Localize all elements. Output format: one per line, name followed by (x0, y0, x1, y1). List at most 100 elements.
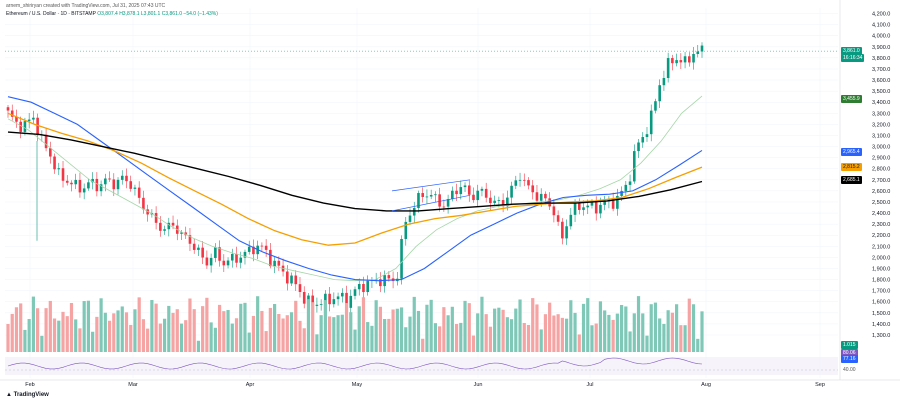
volume-bar (112, 313, 116, 352)
volume-bar (61, 311, 65, 352)
y-tick-label: 2,000.0 (872, 255, 890, 261)
volume-bar (679, 325, 683, 352)
ma1-badge: 3,455.9 (841, 95, 862, 103)
volume-bar (23, 329, 27, 352)
symbol-name[interactable]: Ethereum / U.S. Dollar · 1D · BITSTAMP (6, 11, 96, 17)
volume-bar (480, 296, 484, 352)
volume-bar (74, 319, 78, 352)
candle-body (476, 190, 480, 201)
volume-bar (336, 315, 340, 352)
candle-body (683, 56, 687, 63)
volume-bar (624, 306, 628, 352)
candle-body (341, 292, 344, 297)
ohlc-values: O3,807.4 H3,878.1 L3,801.1 C3,861.0 −54.… (97, 11, 218, 17)
candle-body (679, 60, 683, 63)
volume-bar (374, 300, 378, 352)
trendline-lower (391, 194, 471, 212)
y-tick-label: 1,500.0 (872, 311, 890, 317)
y-tick-label: 3,400.0 (872, 100, 890, 106)
candle-body (637, 142, 640, 152)
candle-body (649, 110, 653, 135)
countdown-badge: 16:16:34 (841, 54, 865, 62)
candle-body (23, 121, 27, 132)
candle-body (294, 275, 298, 285)
ma3-badge: 2,815.2 (841, 163, 862, 171)
volume-bar (493, 308, 497, 352)
candle-body (565, 226, 568, 239)
candle-body (442, 206, 446, 208)
candle-body (455, 190, 458, 195)
volume-bar (399, 307, 404, 352)
ma3-line (7, 112, 703, 246)
volume-bar (162, 318, 167, 352)
candle-body (243, 251, 247, 258)
volume-bar (404, 327, 408, 352)
candle-body (290, 275, 293, 284)
volume-bar (378, 306, 382, 352)
candle-body (53, 156, 56, 170)
ma4-line (7, 131, 703, 212)
volume-bar (641, 313, 645, 352)
volume-bar (539, 329, 543, 352)
volume-bar (91, 331, 95, 352)
volume-bar (543, 314, 548, 352)
volume-bar (514, 308, 518, 352)
volume-bar (522, 322, 526, 352)
candle-body (535, 192, 539, 201)
candle-body (78, 179, 82, 193)
volume-bar (107, 320, 112, 352)
candle-body (19, 121, 22, 132)
candle-body (70, 182, 73, 185)
volume-bar (535, 304, 539, 352)
candle-body (696, 51, 700, 54)
candle-body (616, 195, 619, 209)
volume-bar (484, 314, 488, 352)
volume-bar (44, 308, 48, 352)
candle-body (146, 209, 149, 215)
candle-body (632, 151, 636, 182)
y-tick-label: 3,000.0 (872, 145, 890, 151)
volume-bar (272, 304, 277, 352)
candle-body (349, 295, 353, 308)
volume-bar (302, 328, 306, 352)
candle-body (425, 196, 429, 198)
candle-body (10, 110, 14, 117)
volume-bar (264, 331, 268, 352)
volume-bar (40, 335, 44, 352)
candle-body (302, 291, 306, 304)
candle-body (480, 188, 484, 191)
volume-bar (670, 312, 674, 352)
x-tick-label: Jun (474, 382, 483, 388)
volume-bar (196, 340, 201, 352)
volume-bar (222, 311, 226, 352)
volume-bar (603, 310, 607, 352)
symbol-line: Ethereum / U.S. Dollar · 1D · BITSTAMP O… (6, 11, 218, 17)
candle-body (108, 178, 111, 180)
volume-bar (179, 323, 184, 352)
candle-body (112, 179, 116, 190)
volume-bar (129, 324, 133, 352)
candle-body (506, 197, 509, 207)
volume-bar (700, 311, 704, 352)
volume-bar (509, 319, 514, 352)
candle-body (357, 283, 361, 290)
candle-body (226, 260, 230, 266)
volume-badge: 1.015 (841, 341, 858, 349)
volume-bar (619, 304, 624, 352)
volume-bar (201, 306, 205, 352)
candle-body (404, 221, 408, 239)
candle-body (125, 175, 128, 182)
candle-body (510, 185, 513, 198)
volume-bar (429, 299, 433, 352)
x-tick-label: Aug (701, 382, 711, 388)
candle-body (599, 204, 602, 214)
candle-body (692, 53, 695, 63)
volume-bar (277, 314, 281, 352)
candle-body (654, 101, 657, 111)
y-tick-label: 2,900.0 (872, 156, 890, 162)
candle-body (417, 193, 420, 208)
candle-body (214, 247, 217, 258)
y-tick-label: 2,600.0 (872, 189, 890, 195)
volume-bar (564, 318, 569, 352)
